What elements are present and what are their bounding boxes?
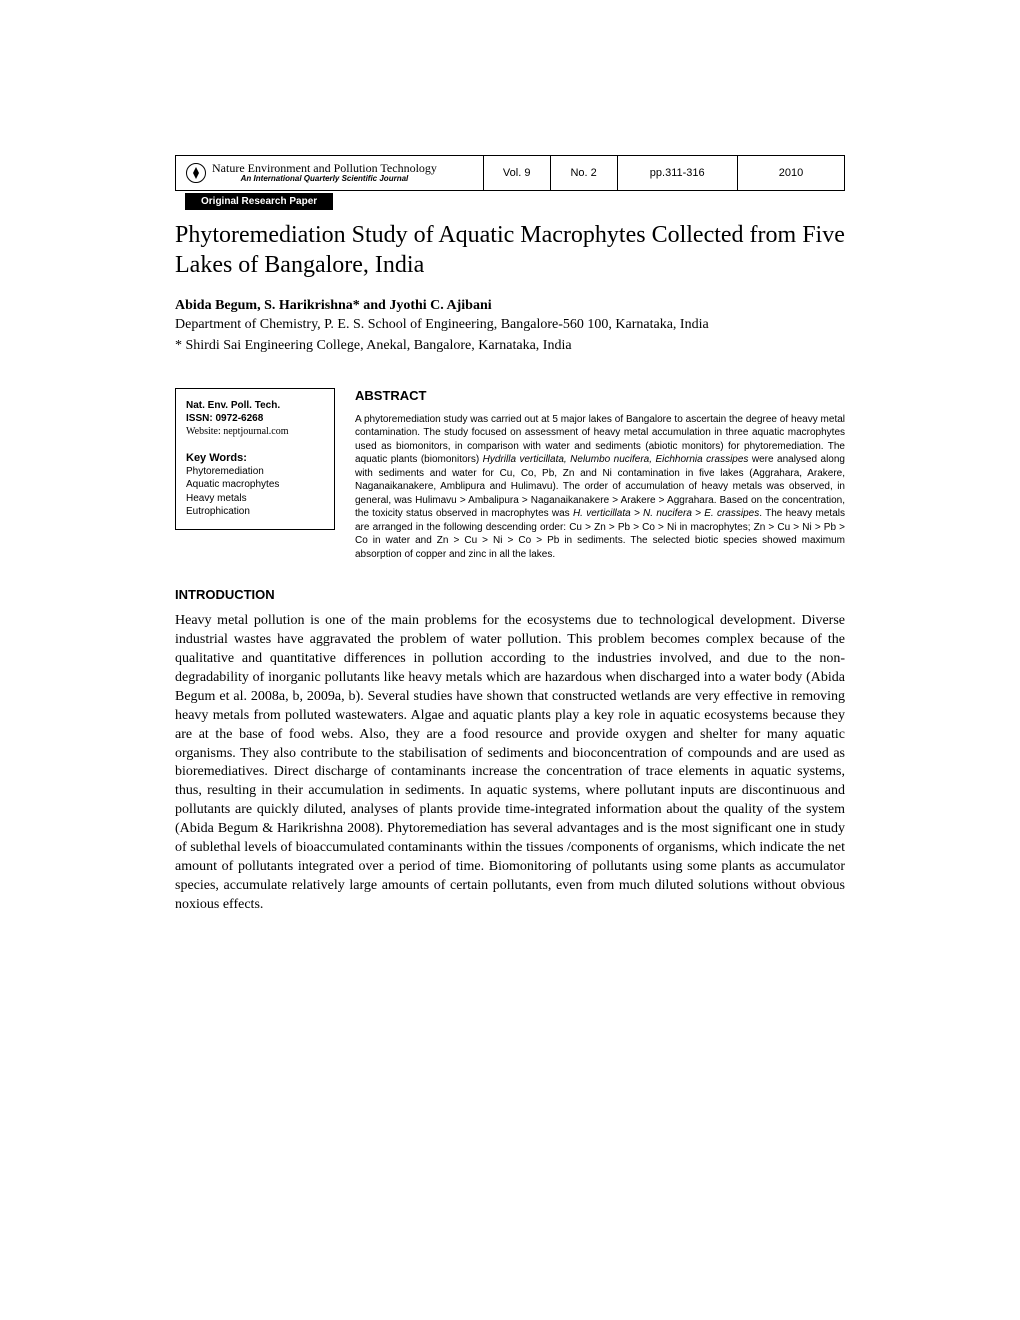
affiliation-2: * Shirdi Sai Engineering College, Anekal… bbox=[175, 337, 845, 356]
issue-cell: No. 2 bbox=[550, 156, 617, 191]
volume-cell: Vol. 9 bbox=[483, 156, 550, 191]
website: Website: neptjournal.com bbox=[186, 425, 324, 438]
keyword-item: Phytoremediation bbox=[186, 465, 324, 479]
year-cell: 2010 bbox=[737, 156, 844, 191]
introduction-text: Heavy metal pollution is one of the main… bbox=[175, 612, 845, 914]
introduction-heading: INTRODUCTION bbox=[175, 587, 845, 602]
keywords-heading: Key Words: bbox=[186, 452, 324, 464]
abstract-section: Nat. Env. Poll. Tech. ISSN: 0972-6268 We… bbox=[175, 388, 845, 562]
info-box: Nat. Env. Poll. Tech. ISSN: 0972-6268 We… bbox=[175, 388, 335, 530]
journal-header-table: Nature Environment and Pollution Technol… bbox=[175, 155, 845, 191]
affiliation-1: Department of Chemistry, P. E. S. School… bbox=[175, 316, 845, 335]
authors: Abida Begum, S. Harikrishna* and Jyothi … bbox=[175, 298, 845, 314]
pages-cell: pp.311-316 bbox=[617, 156, 737, 191]
keyword-item: Aquatic macrophytes bbox=[186, 478, 324, 492]
keyword-item: Heavy metals bbox=[186, 492, 324, 506]
journal-logo-icon bbox=[186, 163, 206, 183]
journal-subtitle: An International Quarterly Scientific Jo… bbox=[212, 175, 437, 184]
keyword-item: Eutrophication bbox=[186, 505, 324, 519]
journal-abbrev: Nat. Env. Poll. Tech. bbox=[186, 399, 324, 412]
article-title: Phytoremediation Study of Aquatic Macrop… bbox=[175, 220, 845, 280]
abstract-heading: ABSTRACT bbox=[355, 388, 845, 403]
abstract-text: A phytoremediation study was carried out… bbox=[355, 413, 845, 562]
issn: ISSN: 0972-6268 bbox=[186, 412, 324, 425]
paper-type-badge: Original Research Paper bbox=[185, 193, 333, 210]
